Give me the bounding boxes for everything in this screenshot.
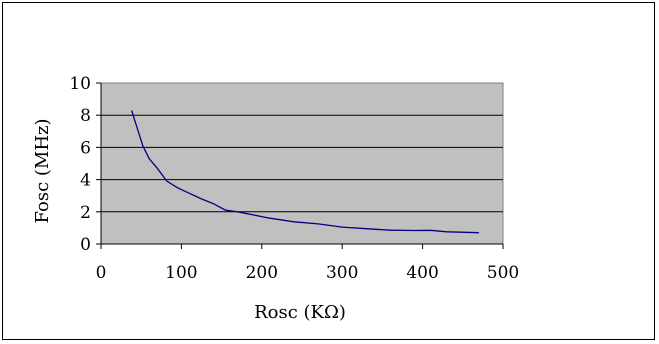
y-axis-label: Fosc (MHz) — [32, 118, 53, 223]
x-tick-label: 500 — [487, 263, 519, 283]
y-tick-label: 8 — [80, 106, 91, 126]
y-tick-label: 4 — [80, 171, 91, 191]
y-tick-label: 6 — [80, 138, 91, 158]
x-axis-label: Rosc (KΩ) — [254, 302, 346, 323]
x-tick-label: 400 — [406, 263, 438, 283]
axes — [100, 83, 503, 245]
x-tick-label: 300 — [326, 263, 358, 283]
x-tick-label: 200 — [246, 263, 278, 283]
x-tick-label: 0 — [96, 263, 107, 283]
x-tick-label: 100 — [165, 263, 197, 283]
ticks — [96, 82, 504, 249]
gridlines — [101, 114, 503, 213]
y-tick-label: 2 — [80, 203, 91, 223]
series-line — [130, 110, 479, 234]
plot-area — [100, 82, 504, 245]
y-tick-label: 10 — [69, 74, 91, 94]
y-tick-label: 0 — [80, 235, 91, 255]
